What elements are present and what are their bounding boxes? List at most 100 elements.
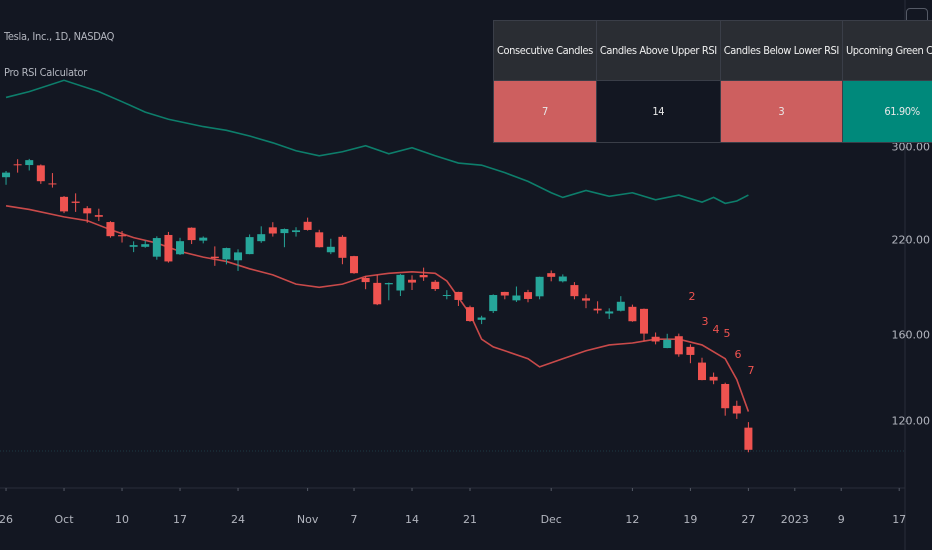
x-tick-label: 27 — [741, 513, 755, 526]
candle-body — [373, 282, 382, 305]
candle-body — [350, 256, 359, 274]
candle-body — [13, 164, 22, 166]
candle-body — [222, 248, 231, 260]
table-cell: 14 — [595, 80, 721, 143]
y-tick-label: 300.00 — [892, 141, 931, 154]
candle-body — [118, 235, 127, 237]
candle-body — [512, 295, 521, 301]
candle-body — [640, 308, 649, 334]
candle-body — [709, 376, 718, 381]
x-tick-label: 10 — [115, 513, 129, 526]
candle-body — [234, 252, 243, 261]
candle-body — [303, 221, 312, 230]
table-header: Consecutive Candles — [493, 20, 597, 81]
x-tick-label: 17 — [173, 513, 187, 526]
candle-body — [2, 172, 11, 178]
candle-body — [744, 427, 753, 450]
candle-body — [570, 285, 579, 297]
candle-body — [292, 230, 301, 233]
candle-body — [71, 201, 80, 203]
candle-body — [431, 281, 440, 290]
candle-body — [454, 291, 463, 300]
candle-body — [698, 362, 707, 381]
candle-body — [732, 405, 741, 414]
candle-body — [605, 311, 614, 314]
y-tick-label: 220.00 — [892, 233, 931, 246]
candle-body — [164, 234, 173, 262]
candle-body — [477, 317, 486, 320]
x-tick-label: Dec — [541, 513, 562, 526]
candle-body — [419, 275, 428, 278]
candle-body — [83, 208, 92, 214]
candle-body — [338, 236, 347, 258]
candle-body — [384, 283, 393, 285]
candle-body — [651, 336, 660, 342]
candle-body — [315, 232, 324, 248]
candle-body — [396, 274, 405, 291]
candle-body — [326, 246, 335, 253]
candle-body — [489, 295, 498, 312]
table-header: Candles Below Lower RSI — [719, 20, 843, 81]
candle-body — [245, 237, 254, 255]
candle-body — [268, 227, 277, 234]
count-label: 3 — [702, 315, 709, 328]
candle-body — [94, 215, 103, 217]
candle-body — [199, 237, 208, 241]
candle-body — [686, 346, 695, 355]
candle-body — [361, 277, 370, 283]
count-label: 4 — [713, 323, 720, 336]
count-label: 2 — [689, 290, 696, 303]
candle-body — [466, 307, 475, 322]
candle-body — [547, 273, 556, 277]
count-label: 7 — [748, 364, 755, 377]
indicator-label: Pro RSI Calculator — [4, 66, 87, 79]
x-tick-label: 12 — [625, 513, 639, 526]
candle-body — [280, 229, 289, 234]
candle-body — [176, 241, 185, 255]
candle-body — [187, 227, 196, 241]
candle-body — [674, 336, 683, 355]
candle-body — [48, 183, 57, 185]
table-cell: 7 — [493, 80, 597, 143]
candle-body — [535, 276, 544, 297]
candle-body — [210, 256, 219, 259]
candle-body — [257, 234, 266, 242]
x-tick-label: 24 — [231, 513, 245, 526]
x-tick-label: 26 — [0, 513, 13, 526]
candle-body — [524, 292, 533, 299]
y-tick-label: 120.00 — [892, 414, 931, 427]
candle-body — [408, 279, 417, 283]
candle-body — [36, 165, 45, 182]
count-label: 5 — [724, 327, 731, 340]
table-cell: 3 — [719, 80, 843, 143]
candle-body — [25, 160, 34, 166]
x-tick-label: 7 — [351, 513, 358, 526]
candle-body — [500, 291, 509, 296]
count-label: 6 — [735, 348, 742, 361]
candle-body — [129, 245, 138, 247]
x-tick-label: 2023 — [781, 513, 809, 526]
stats-table: Consecutive Candles Candles Above Upper R… — [493, 20, 932, 143]
table-cell: 61.90% — [841, 80, 932, 143]
table-header: Candles Above Upper RSI — [595, 20, 721, 81]
candle-body — [593, 308, 602, 311]
candle-body — [60, 196, 69, 212]
candle-body — [558, 276, 567, 282]
x-tick-label: 17 — [892, 513, 906, 526]
candle-body — [663, 339, 672, 349]
candle-body — [442, 295, 451, 297]
candle-body — [628, 306, 637, 322]
candle-body — [106, 222, 115, 237]
y-tick-label: 160.00 — [892, 328, 931, 341]
candle-body — [152, 238, 161, 257]
x-tick-label: 9 — [838, 513, 845, 526]
symbol-label: Tesla, Inc., 1D, NASDAQ — [4, 30, 115, 43]
x-tick-label: 21 — [463, 513, 477, 526]
x-tick-label: 14 — [405, 513, 419, 526]
indicator-line — [5, 79, 749, 205]
x-tick-label: Oct — [55, 513, 75, 526]
table-header: Upcoming Green Candle — [841, 20, 932, 81]
candle-body — [721, 383, 730, 409]
